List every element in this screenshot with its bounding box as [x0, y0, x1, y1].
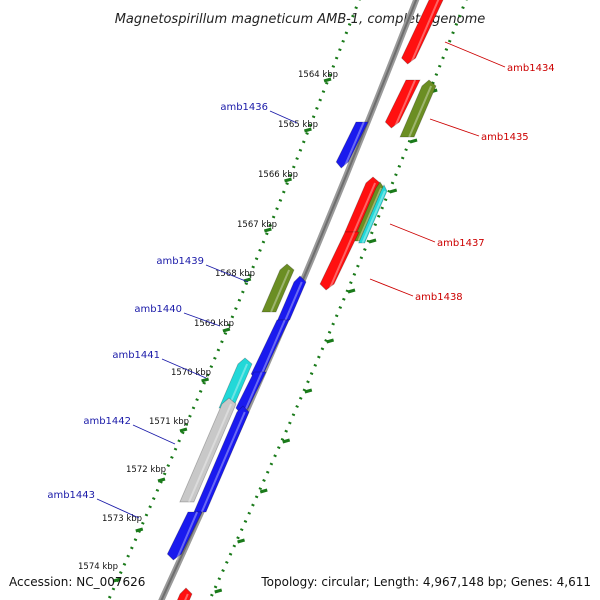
- gene-block-amb1439-shine: [270, 269, 291, 313]
- gene-block-amb1440-shine: [258, 319, 286, 381]
- outer-scale-dots: [207, 0, 468, 600]
- leader-amb1438: [369, 278, 414, 297]
- gene-block-amb1442-shine: [188, 403, 233, 503]
- gene-block-amb1437b-shine: [361, 190, 386, 244]
- gene-label-amb1443: amb1443: [47, 490, 95, 501]
- leader-amb1434: [444, 41, 506, 68]
- gene-block-amb1434-shine: [409, 0, 440, 65]
- leader-amb1435: [429, 118, 480, 137]
- gene-label-amb1438: amb1438: [415, 292, 463, 303]
- gene-block-amb1443: [166, 511, 203, 561]
- outer-major-tick: [368, 238, 377, 244]
- outer-major-tick: [409, 138, 418, 144]
- accession-text: Accession: NC_007626: [9, 575, 145, 589]
- leader-amb1443: [96, 498, 140, 519]
- inner-scale-dots: [106, 0, 361, 600]
- gene-label-amb1439: amb1439: [156, 256, 204, 267]
- gene-label-amb1434: amb1434: [507, 63, 555, 74]
- map-title: Magnetospirillum magneticum AMB-1, compl…: [115, 12, 486, 27]
- gene-block-amb1435: [399, 79, 437, 138]
- scale-label: 1572 kbp: [126, 465, 166, 475]
- gene-block-amb1437b: [358, 184, 388, 244]
- gene-block-amb1442: [179, 397, 237, 503]
- gene-block-amb1438-shine: [328, 231, 356, 291]
- scale-label: 1567 kbp: [237, 220, 277, 230]
- gene-label-amb1436: amb1436: [220, 102, 268, 113]
- gene-block-amb1445-shine: [184, 593, 189, 600]
- inner-major-tick: [284, 177, 292, 183]
- gene-block-amb1438: [319, 231, 360, 291]
- gene-label-amb1435: amb1435: [481, 132, 529, 143]
- outer-major-tick: [389, 188, 398, 194]
- gene-block-amb1435-shine: [408, 85, 433, 138]
- outer-major-tick: [237, 538, 245, 544]
- gene-block-amb1440: [250, 319, 290, 381]
- scale-label: 1566 kbp: [258, 170, 298, 180]
- gene-block-amb1443-shine: [175, 511, 199, 561]
- outer-major-tick: [347, 288, 356, 294]
- leader-amb1441: [161, 358, 207, 379]
- gene-block-amb1433-shine: [393, 79, 417, 129]
- inner-major-tick: [323, 77, 332, 83]
- outer-major-tick: [282, 438, 291, 444]
- gene-block-amb1437-shine: [357, 187, 383, 242]
- gene-label-amb1437: amb1437: [437, 238, 485, 249]
- gene-label-amb1442: amb1442: [83, 416, 131, 427]
- gene-block-amb1433: [384, 79, 421, 129]
- scale-label: 1564 kbp: [298, 70, 338, 80]
- inner-major-tick: [113, 577, 121, 583]
- gene-block-amb1441b-shine: [242, 371, 263, 415]
- gene-block-amb1439b-shine: [284, 281, 303, 321]
- gene-block-amb1436: [335, 121, 369, 169]
- leader-amb1442: [132, 424, 176, 445]
- scale-label: 1571 kbp: [149, 417, 189, 427]
- leader-amb1439: [205, 264, 249, 283]
- gene-block-amb1437a-shine: [353, 182, 377, 233]
- gene-label-amb1440: amb1440: [134, 304, 182, 315]
- scale-label: 1573 kbp: [102, 514, 142, 524]
- scale-label: 1570 kbp: [171, 368, 211, 378]
- outer-major-tick: [259, 488, 268, 494]
- outer-major-tick: [326, 338, 335, 344]
- leader-amb1436: [269, 110, 298, 124]
- scale-label: 1574 kbp: [78, 562, 118, 572]
- scale-label: 1568 kbp: [215, 269, 255, 279]
- gene-block-amb1436-shine: [343, 121, 365, 169]
- gene-block-amb1439: [261, 263, 295, 313]
- gene-label-amb1441: amb1441: [112, 350, 160, 361]
- inner-major-tick: [157, 477, 166, 483]
- leader-amb1440: [183, 312, 221, 327]
- inner-major-tick: [201, 377, 210, 383]
- inner-major-tick: [179, 427, 188, 433]
- inner-major-tick: [135, 527, 144, 533]
- inner-major-tick: [304, 127, 312, 133]
- gene-block-amb1442b-shine: [200, 411, 246, 513]
- scale-label: 1565 kbp: [278, 120, 318, 130]
- topology-text: Topology: circular; Length: 4,967,148 bp…: [260, 575, 591, 589]
- gene-block-amb1445: [176, 587, 193, 600]
- outer-major-tick: [214, 588, 223, 594]
- outer-major-tick: [304, 388, 313, 394]
- inner-major-tick: [263, 227, 272, 233]
- gene-block-amb1434: [401, 0, 444, 65]
- inner-major-tick: [222, 327, 231, 333]
- leader-amb1437: [389, 223, 436, 243]
